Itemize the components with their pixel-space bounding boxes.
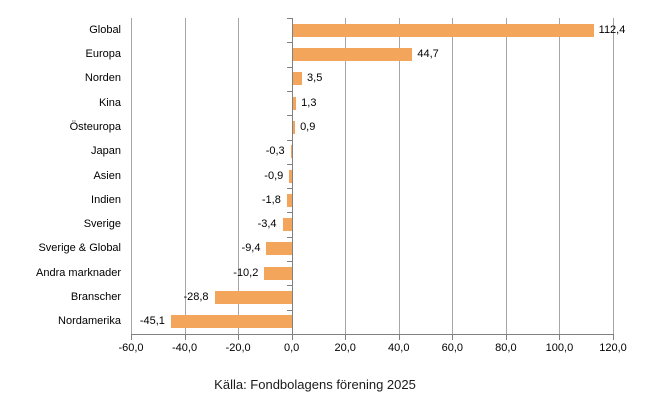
bar — [292, 23, 594, 37]
value-axis-tick — [559, 335, 561, 340]
gridline — [345, 18, 347, 334]
bar — [290, 145, 292, 159]
category-label: Östeuropa — [69, 120, 121, 133]
category-axis-tick — [286, 285, 292, 287]
value-label: 1,3 — [301, 96, 317, 109]
category-axis-tick — [286, 236, 292, 238]
category-axis-tick — [286, 188, 292, 190]
value-axis-tick-label: 0,0 — [284, 342, 300, 354]
gridline — [238, 18, 240, 334]
bar — [292, 47, 413, 61]
bar — [214, 291, 292, 305]
bar — [292, 72, 303, 86]
gridline — [452, 18, 454, 334]
bar — [292, 120, 296, 134]
value-axis-tick-label: 40,0 — [388, 342, 410, 354]
value-axis-tick-label: -60,0 — [118, 342, 144, 354]
value-axis-tick-label: 20,0 — [334, 342, 356, 354]
value-label: 112,4 — [598, 23, 626, 36]
category-axis-tick — [286, 261, 292, 263]
value-label: -0,3 — [265, 145, 285, 158]
gridline — [505, 18, 507, 334]
bar — [289, 169, 292, 183]
bar — [286, 193, 292, 207]
value-label: -9,4 — [241, 242, 261, 255]
category-label: Nordamerika — [58, 315, 121, 328]
value-label: -45,1 — [139, 315, 165, 328]
value-axis-tick — [505, 335, 507, 340]
value-axis-tick — [184, 335, 186, 340]
category-label: Branscher — [70, 291, 121, 304]
category-label: Sverige & Global — [38, 242, 121, 255]
bar — [282, 218, 292, 232]
category-label: Andra marknader — [36, 266, 121, 279]
category-label: Indien — [91, 193, 121, 206]
bar — [264, 266, 292, 280]
category-label: Europa — [85, 47, 121, 60]
category-axis-tick — [286, 212, 292, 214]
bar — [266, 242, 292, 256]
bar — [292, 96, 297, 110]
source-caption: Källa: Fondbolagens förening 2025 — [214, 377, 416, 392]
value-axis-tick-label: 80,0 — [495, 342, 517, 354]
gridline — [131, 18, 132, 334]
category-axis-tick — [286, 42, 292, 44]
category-label: Global — [89, 23, 121, 36]
value-axis-tick-label: 60,0 — [441, 342, 464, 354]
value-axis-tick — [398, 335, 400, 340]
category-axis-tick — [286, 66, 292, 68]
value-axis-tick — [238, 335, 240, 340]
gridline — [559, 18, 561, 334]
value-label: -3,4 — [257, 218, 277, 231]
category-label: Norden — [84, 72, 121, 85]
value-axis-tick — [452, 335, 454, 340]
category-axis-tick — [286, 139, 292, 141]
value-axis-tick-label: 100,0 — [545, 342, 574, 354]
category-axis — [291, 18, 293, 335]
category-label: Japan — [91, 145, 121, 158]
value-label: 0,9 — [300, 120, 316, 133]
gridline — [184, 18, 186, 334]
value-label: -28,8 — [183, 291, 209, 304]
value-axis-tick — [345, 335, 347, 340]
value-label: -10,2 — [233, 266, 259, 279]
category-axis-tick — [286, 163, 292, 165]
category-axis-tick — [286, 90, 292, 92]
value-axis-tick — [131, 335, 132, 340]
value-axis-tick-label: 120,0 — [599, 342, 627, 354]
category-label: Asien — [93, 169, 121, 182]
value-axis-tick-label: -40,0 — [172, 342, 198, 354]
gridline — [398, 18, 400, 334]
value-label: 3,5 — [307, 72, 323, 85]
value-axis-tick — [291, 335, 293, 340]
category-axis-tick — [286, 115, 292, 117]
value-axis — [131, 334, 614, 335]
category-label: Kina — [98, 96, 121, 109]
category-label: Sverige — [83, 218, 121, 231]
value-axis-tick-label: -20,0 — [225, 342, 251, 354]
value-label: 44,7 — [417, 47, 439, 60]
bar — [170, 315, 292, 329]
gridline — [613, 18, 614, 334]
value-axis-tick — [613, 335, 614, 340]
value-label: -0,9 — [264, 169, 284, 182]
category-axis-tick — [286, 309, 292, 311]
category-axis-tick — [286, 18, 292, 19]
value-label: -1,8 — [261, 193, 281, 206]
